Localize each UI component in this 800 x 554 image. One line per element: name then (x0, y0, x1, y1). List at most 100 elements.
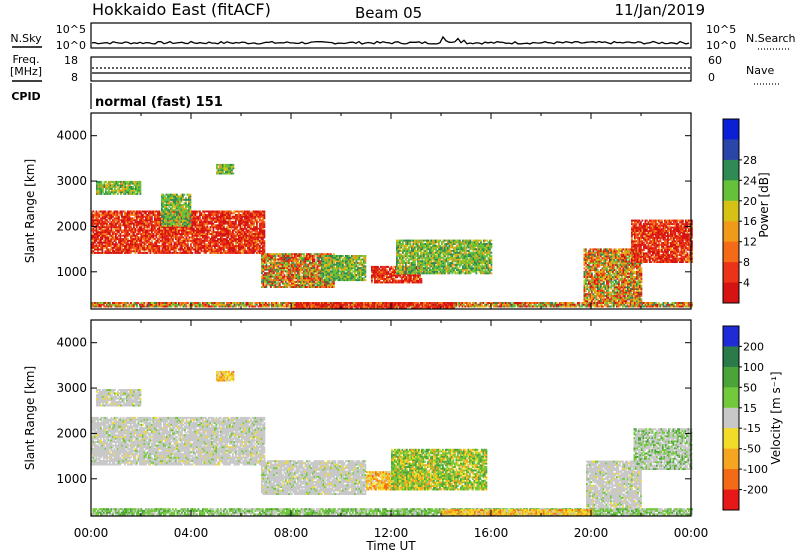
data-cell (283, 282, 286, 285)
data-cell (239, 210, 242, 213)
data-cell (170, 245, 173, 247)
data-cell (223, 220, 225, 223)
data-cell (351, 263, 353, 266)
data-cell (313, 286, 316, 288)
data-cell (214, 224, 216, 227)
data-cell (97, 220, 99, 223)
data-cell (253, 229, 255, 232)
data-cell (304, 282, 307, 285)
data-cell (263, 222, 266, 225)
data-cell (217, 251, 219, 254)
data-cell (130, 220, 132, 223)
data-cell (124, 239, 126, 242)
data-cell (154, 231, 156, 234)
data-cell (100, 229, 102, 232)
data-cell (245, 229, 248, 232)
data-cell (145, 219, 147, 222)
data-cell (233, 238, 236, 241)
data-cell (112, 250, 114, 253)
data-cell (297, 272, 299, 275)
data-cell (191, 220, 194, 223)
data-cell (318, 256, 320, 259)
data-cell (220, 236, 222, 239)
frequency-panel: Freq. [MHz] 18 8 60 0 Nave (10, 53, 780, 85)
data-cell (306, 263, 308, 266)
data-cell (196, 229, 198, 232)
data-cell (260, 250, 263, 253)
data-cell (235, 251, 237, 254)
data-cell (208, 214, 210, 216)
data-cell (260, 226, 263, 229)
data-cell (333, 265, 335, 268)
data-cell (196, 246, 198, 249)
data-cell (184, 227, 186, 230)
data-cell (300, 265, 302, 268)
data-cell (200, 222, 203, 225)
data-cell (152, 251, 155, 254)
data-cell (146, 214, 149, 216)
data-cell (273, 260, 275, 263)
data-cell (136, 220, 138, 223)
data-cell (185, 239, 188, 242)
data-cell (295, 286, 298, 288)
data-cell (268, 254, 271, 257)
data-cell (187, 243, 189, 246)
data-cell (217, 229, 219, 232)
data-cell (349, 277, 352, 280)
data-cell (264, 258, 266, 261)
data-cell (315, 270, 317, 273)
data-cell (322, 284, 325, 287)
data-cell (190, 226, 192, 229)
data-cell (218, 239, 221, 242)
data-cell (262, 265, 265, 268)
data-cell (134, 220, 137, 223)
data-cell (185, 251, 188, 254)
data-cell (149, 250, 152, 253)
data-cell (148, 224, 150, 227)
data-cell (154, 245, 156, 247)
data-cell (158, 212, 161, 215)
data-cell (152, 248, 155, 251)
data-cell (125, 246, 128, 249)
data-cell (173, 227, 176, 230)
data-cell (245, 231, 248, 234)
data-cell (112, 246, 114, 249)
data-cell (217, 239, 219, 242)
data-cell (113, 220, 116, 223)
data-cell (109, 234, 111, 237)
data-cell (115, 250, 117, 253)
data-cell (137, 214, 140, 216)
data-cell (154, 219, 156, 222)
data-cell (185, 238, 188, 241)
data-cell (343, 279, 346, 282)
data-cell (178, 243, 180, 246)
data-cell (208, 210, 210, 213)
data-cell (309, 253, 311, 256)
data-cell (152, 220, 155, 223)
data-cell (277, 282, 280, 285)
data-cell (92, 219, 95, 222)
data-cell (92, 241, 95, 244)
data-cell (151, 226, 153, 229)
data-cell (113, 245, 116, 247)
data-cell (212, 219, 215, 222)
data-cell (161, 239, 164, 242)
data-cell (133, 233, 135, 235)
data-cell (146, 236, 149, 239)
data-cell (265, 273, 268, 276)
data-cell (220, 229, 222, 232)
data-cell (282, 280, 284, 283)
data-cell (107, 233, 110, 235)
data-cell (265, 256, 268, 259)
data-cell (212, 248, 215, 251)
data-cell (197, 229, 200, 232)
data-cell (203, 220, 206, 223)
data-cell (229, 217, 231, 220)
data-cell (254, 238, 257, 241)
data-cell (226, 214, 228, 216)
data-cell (224, 219, 227, 222)
data-cell (107, 227, 110, 230)
data-cell (268, 282, 271, 285)
data-cell (190, 229, 192, 232)
data-cell (233, 248, 236, 251)
